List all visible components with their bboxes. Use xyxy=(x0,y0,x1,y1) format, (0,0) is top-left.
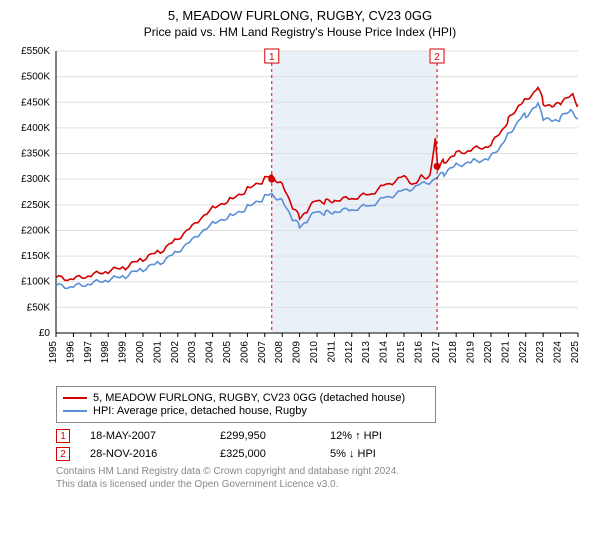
svg-text:2014: 2014 xyxy=(379,341,390,364)
svg-text:2022: 2022 xyxy=(518,341,529,364)
svg-text:2013: 2013 xyxy=(361,341,372,364)
svg-text:2016: 2016 xyxy=(413,341,424,364)
svg-text:1995: 1995 xyxy=(48,341,59,364)
svg-text:1998: 1998 xyxy=(100,341,111,364)
svg-text:2007: 2007 xyxy=(257,341,268,364)
legend: 5, MEADOW FURLONG, RUGBY, CV23 0GG (deta… xyxy=(56,386,436,423)
chart-svg: £0 £50K £100K £150K £200K £250K £300K £350K £400… xyxy=(12,45,588,375)
sale-delta: 5% ↓ HPI xyxy=(330,448,376,460)
sale-price: £325,000 xyxy=(220,448,310,460)
svg-text:2: 2 xyxy=(434,52,440,63)
sales-list: 1 18-MAY-2007 £299,950 12% ↑ HPI 2 28-NOV-201… xyxy=(56,429,588,461)
footer-attribution: Contains HM Land Registry data © Crown c… xyxy=(56,465,588,491)
sale-date: 28-NOV-2016 xyxy=(90,448,200,460)
page-title: 5, MEADOW FURLONG, RUGBY, CV23 0GG xyxy=(12,8,588,23)
svg-text:£350K: £350K xyxy=(21,149,50,160)
svg-text:£0: £0 xyxy=(39,328,51,339)
sale-delta: 12% ↑ HPI xyxy=(330,430,382,442)
svg-text:2020: 2020 xyxy=(483,341,494,364)
svg-text:£400K: £400K xyxy=(21,123,50,134)
sale-date: 18-MAY-2007 xyxy=(90,430,200,442)
svg-text:1999: 1999 xyxy=(118,341,129,364)
svg-text:£150K: £150K xyxy=(21,251,50,262)
legend-label: 5, MEADOW FURLONG, RUGBY, CV23 0GG (deta… xyxy=(93,392,405,404)
svg-text:2003: 2003 xyxy=(187,341,198,364)
svg-text:2006: 2006 xyxy=(239,341,250,364)
legend-swatch xyxy=(63,410,87,412)
footer-line-2: This data is licensed under the Open Gov… xyxy=(56,478,588,491)
svg-text:£50K: £50K xyxy=(27,302,51,313)
svg-text:£300K: £300K xyxy=(21,174,50,185)
footer-line-1: Contains HM Land Registry data © Crown c… xyxy=(56,465,588,478)
sale-price: £299,950 xyxy=(220,430,310,442)
svg-text:2011: 2011 xyxy=(326,341,337,363)
svg-text:£550K: £550K xyxy=(21,46,50,57)
svg-text:2023: 2023 xyxy=(535,341,546,364)
svg-text:2018: 2018 xyxy=(448,341,459,364)
svg-text:2015: 2015 xyxy=(396,341,407,364)
svg-text:2009: 2009 xyxy=(292,341,303,364)
legend-row: HPI: Average price, detached house, Rugb… xyxy=(63,405,429,417)
svg-text:1: 1 xyxy=(269,52,275,63)
page-subtitle: Price paid vs. HM Land Registry's House … xyxy=(12,25,588,39)
sale-row: 2 28-NOV-2016 £325,000 5% ↓ HPI xyxy=(56,447,588,461)
svg-text:2024: 2024 xyxy=(553,341,564,364)
svg-text:2004: 2004 xyxy=(205,341,216,364)
svg-text:£100K: £100K xyxy=(21,277,50,288)
svg-text:1997: 1997 xyxy=(83,341,94,364)
svg-text:£250K: £250K xyxy=(21,200,50,211)
svg-text:2002: 2002 xyxy=(170,341,181,364)
svg-text:2019: 2019 xyxy=(466,341,477,364)
svg-text:2012: 2012 xyxy=(344,341,355,364)
price-chart: £0 £50K £100K £150K £200K £250K £300K £350K £400… xyxy=(12,45,588,380)
sale-marker: 1 xyxy=(56,429,70,443)
svg-text:2010: 2010 xyxy=(309,341,320,364)
svg-text:2000: 2000 xyxy=(135,341,146,364)
svg-text:£450K: £450K xyxy=(21,97,50,108)
svg-text:£200K: £200K xyxy=(21,225,50,236)
svg-text:2001: 2001 xyxy=(152,341,163,364)
svg-text:2025: 2025 xyxy=(570,341,581,364)
sale-row: 1 18-MAY-2007 £299,950 12% ↑ HPI xyxy=(56,429,588,443)
sale-marker: 2 xyxy=(56,447,70,461)
legend-label: HPI: Average price, detached house, Rugb… xyxy=(93,405,307,417)
legend-row: 5, MEADOW FURLONG, RUGBY, CV23 0GG (deta… xyxy=(63,392,429,404)
svg-text:2017: 2017 xyxy=(431,341,442,364)
legend-swatch xyxy=(63,397,87,399)
svg-text:1996: 1996 xyxy=(65,341,76,364)
svg-text:2021: 2021 xyxy=(500,341,511,364)
svg-text:£500K: £500K xyxy=(21,72,50,83)
svg-text:2008: 2008 xyxy=(274,341,285,364)
svg-text:2005: 2005 xyxy=(222,341,233,364)
